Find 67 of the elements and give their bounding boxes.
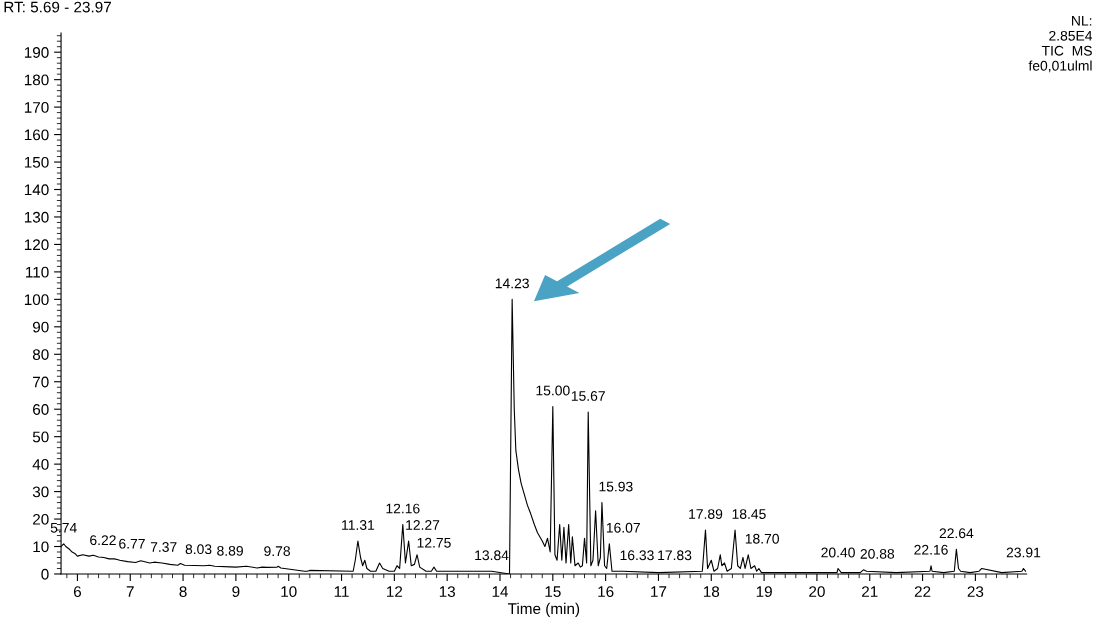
y-tick-label: 180: [24, 74, 49, 86]
x-tick-label: 8: [179, 586, 187, 598]
annotation: 22.64: [939, 528, 974, 539]
x-tick-label: 9: [232, 586, 240, 598]
x-axis-title: Time (min): [507, 602, 580, 618]
annotation: 15.67: [571, 391, 605, 401]
y-tick-label: 160: [24, 129, 49, 141]
annotation: 17.83: [658, 550, 692, 561]
x-tick-label: 18: [703, 586, 720, 598]
x-tick-label: 23: [967, 586, 984, 598]
x-tick-label: 13: [439, 586, 455, 598]
annotation: 18.45: [732, 509, 766, 519]
annotation: 8.03: [185, 544, 212, 555]
annotation: 15.93: [599, 481, 633, 492]
x-tick-label: 12: [387, 586, 403, 597]
annotation: 20.40: [821, 547, 855, 558]
y-tick-label: 20: [33, 513, 49, 525]
x-tick-label: 14: [492, 586, 509, 597]
x-tick-label: 10: [281, 586, 297, 598]
y-tick-label: 150: [24, 156, 49, 168]
annotation: 6.77: [119, 538, 145, 549]
text: NL: 2.85E4 TIC MS fe0,01ulml: [1028, 16, 1093, 73]
y-tick-label: 120: [24, 239, 49, 251]
annotation: 9.78: [264, 546, 290, 557]
x-tick-label: 21: [862, 586, 878, 597]
annotation: 14.23: [495, 278, 529, 289]
annotation: 7.37: [150, 542, 177, 552]
x-tick-label: 17: [651, 586, 667, 597]
y-tick-label: 30: [32, 486, 49, 498]
y-tick-label: 140: [24, 184, 49, 196]
annotation: 18.70: [745, 533, 779, 544]
y-tick-label: 40: [32, 459, 49, 470]
x-tick-label: 16: [598, 586, 614, 598]
y-tick-label: 80: [32, 349, 49, 360]
y-tick-label: 90: [32, 321, 49, 333]
annotation: 12.27: [406, 520, 440, 530]
annotation: 11.31: [342, 520, 375, 530]
x-tick-label: 7: [126, 586, 134, 597]
y-tick-label: 50: [32, 431, 49, 443]
y-tick-label: 170: [24, 101, 49, 113]
annotation: 20.88: [860, 548, 895, 559]
y-tick-label: 130: [24, 211, 49, 223]
y-tick-label: 70: [33, 376, 49, 388]
annotation: 23.91: [1006, 547, 1041, 558]
annotation: 12.75: [417, 537, 451, 548]
x-tick-label: 15: [545, 586, 561, 598]
x-tick-label: 11: [334, 586, 349, 597]
annotation: 17.89: [689, 509, 723, 519]
annotation: 6.22: [90, 535, 116, 546]
annotation: 16.07: [606, 522, 640, 533]
x-tick-label: 20: [809, 586, 825, 598]
text: RT: 5.69 - 23.97: [4, 1, 111, 13]
y-tick-label: 100: [24, 294, 49, 306]
annotation: 16.33: [620, 550, 654, 561]
y-tick-label: 110: [26, 266, 49, 278]
annotation: 22.16: [914, 544, 948, 555]
y-tick-label: 0: [41, 568, 49, 580]
y-tick-label: 190: [24, 47, 49, 58]
x-tick-label: 6: [73, 586, 81, 598]
y-tick-label: 10: [33, 541, 49, 553]
annotation: 13.84: [475, 550, 509, 561]
annotation: 15.00: [536, 385, 570, 396]
annotation: 8.89: [217, 545, 243, 556]
x-tick-label: 22: [914, 586, 931, 597]
x-tick-label: 19: [756, 586, 772, 598]
annotation: 12.16: [386, 503, 420, 514]
y-tick-label: 60: [33, 404, 49, 415]
